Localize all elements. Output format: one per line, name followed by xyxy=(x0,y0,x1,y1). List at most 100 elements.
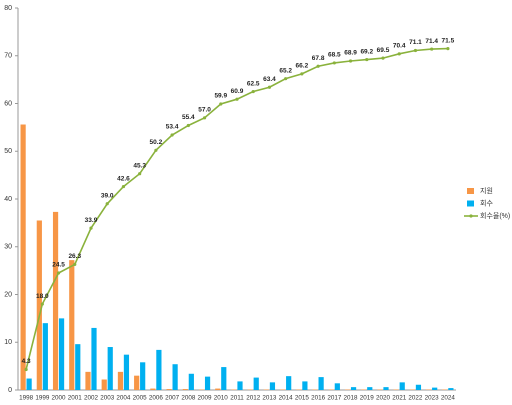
line-marker xyxy=(121,184,126,189)
bar xyxy=(91,327,97,390)
x-tick-label: 2007 xyxy=(165,395,180,402)
value-label: 33.9 xyxy=(85,217,98,224)
y-tick-label: 30 xyxy=(4,244,12,251)
bar xyxy=(432,387,438,390)
bar xyxy=(182,389,188,390)
x-tick-label: 2022 xyxy=(408,395,423,402)
x-tick-label: 2021 xyxy=(392,395,407,402)
line-marker xyxy=(300,72,304,76)
line-marker xyxy=(413,48,418,53)
line-marker xyxy=(235,97,239,101)
value-label: 71.1 xyxy=(409,39,422,46)
legend-label: 회수율(%) xyxy=(480,212,510,220)
x-tick-label: 2023 xyxy=(425,395,440,402)
bar xyxy=(52,211,59,390)
bar xyxy=(134,375,140,390)
value-label: 71.4 xyxy=(425,38,438,45)
legend-swatch xyxy=(467,200,474,207)
bar xyxy=(140,362,146,390)
bar xyxy=(42,323,48,390)
bar xyxy=(286,376,292,390)
x-tick-label: 2014 xyxy=(279,395,294,402)
legend-swatch xyxy=(467,188,474,194)
line-marker xyxy=(202,116,207,120)
line-marker xyxy=(138,172,142,176)
line-marker xyxy=(56,271,61,275)
value-label: 67.8 xyxy=(312,55,325,62)
bar xyxy=(156,349,162,390)
bar xyxy=(26,378,32,390)
x-tick-label: 2020 xyxy=(376,395,391,402)
line-marker xyxy=(251,89,255,94)
line-marker xyxy=(170,133,174,137)
line-marker xyxy=(186,123,190,128)
value-label: 53.4 xyxy=(166,124,179,131)
bar xyxy=(150,388,156,390)
x-tick-label: 2002 xyxy=(84,395,99,402)
value-label: 69.2 xyxy=(360,48,373,55)
legend-label: 회수 xyxy=(480,199,493,207)
value-label: 45.3 xyxy=(133,162,146,169)
bar xyxy=(318,377,324,390)
line-marker xyxy=(430,47,434,51)
line-marker xyxy=(40,302,44,306)
line-marker xyxy=(24,367,28,372)
line-marker xyxy=(332,61,336,65)
bar xyxy=(123,354,130,390)
bar xyxy=(383,387,389,390)
bar xyxy=(101,379,107,390)
x-tick-label: 2016 xyxy=(311,395,326,402)
value-label: 55.4 xyxy=(182,114,195,121)
x-tick-label: 2024 xyxy=(441,395,456,402)
bar xyxy=(58,318,65,390)
y-tick-label: 20 xyxy=(4,291,12,298)
legend-label: 지원 xyxy=(480,186,493,195)
value-label: 39.0 xyxy=(101,192,114,199)
x-tick-label: 2017 xyxy=(327,395,342,402)
bar xyxy=(367,387,373,390)
bar xyxy=(117,371,124,390)
value-label: 60.9 xyxy=(231,88,244,95)
y-tick-label: 60 xyxy=(4,100,12,107)
bar xyxy=(204,376,211,390)
y-tick-label: 40 xyxy=(4,196,12,203)
x-tick-label: 2001 xyxy=(68,395,83,402)
x-tick-label: 2015 xyxy=(295,395,310,402)
y-tick-label: 70 xyxy=(4,53,12,60)
value-label: 26.3 xyxy=(68,253,81,260)
bar xyxy=(188,373,194,390)
value-label: 70.4 xyxy=(393,43,406,50)
x-tick-label: 2012 xyxy=(246,395,261,402)
x-tick-label: 2009 xyxy=(198,395,213,402)
line xyxy=(25,47,448,370)
bar xyxy=(415,384,422,390)
value-label: 63.4 xyxy=(263,76,276,83)
line-marker xyxy=(154,148,158,152)
line-marker xyxy=(446,46,450,51)
x-tick-label: 1999 xyxy=(35,395,50,402)
bar xyxy=(302,381,308,390)
x-tick-label: 2019 xyxy=(360,395,375,402)
bar xyxy=(334,383,340,390)
value-label: 4.3 xyxy=(22,358,31,365)
line-marker xyxy=(381,56,385,60)
x-tick-label: 2003 xyxy=(100,395,115,402)
value-label: 65.2 xyxy=(279,67,292,74)
bar xyxy=(269,382,276,390)
value-label: 59.9 xyxy=(214,93,227,100)
bar xyxy=(75,344,81,390)
value-label: 71.5 xyxy=(442,37,455,44)
x-tick-label: 2005 xyxy=(133,395,148,402)
bar xyxy=(221,367,227,390)
bar xyxy=(85,371,91,390)
bar xyxy=(69,260,75,390)
bar xyxy=(350,387,357,390)
y-tick-label: 50 xyxy=(4,148,12,155)
line-marker xyxy=(397,52,401,56)
value-label: 57.0 xyxy=(198,107,211,114)
x-tick-label: 2008 xyxy=(181,395,196,402)
line-marker xyxy=(316,64,320,68)
value-label: 62.5 xyxy=(247,80,260,87)
